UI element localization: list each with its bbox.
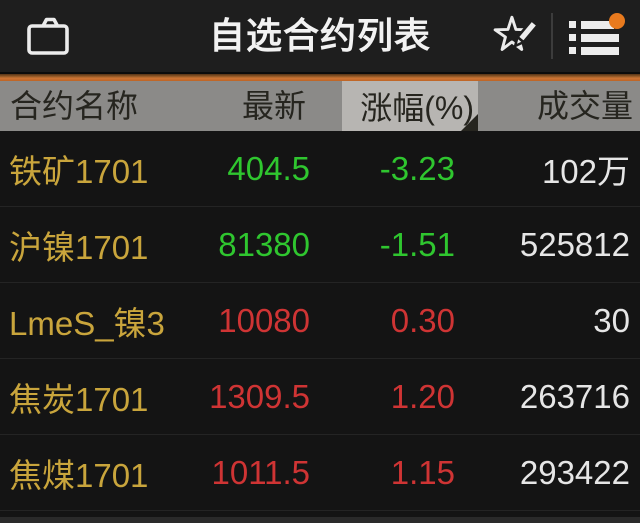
contract-name: 沪镍1701: [9, 228, 149, 266]
volume: 263716: [519, 377, 630, 415]
volume: 293422: [519, 453, 630, 491]
table-row[interactable]: 沪镍1701 81380 -1.51 525812: [0, 207, 640, 283]
accent-divider: [0, 74, 640, 81]
contract-name: 焦炭1701: [9, 380, 149, 418]
change-percent: 0.30: [390, 301, 455, 339]
icon-divider: [551, 13, 553, 59]
column-header-change[interactable]: 涨幅(%): [342, 81, 478, 131]
folder-icon: [24, 14, 72, 58]
last-price: 1011.5: [211, 453, 310, 491]
top-bar: 自选合约列表: [0, 0, 640, 74]
table-row[interactable]: LmeS_镍3 10080 0.30 30: [0, 283, 640, 359]
column-header-last[interactable]: 最新: [241, 88, 306, 124]
change-percent: 1.20: [390, 377, 455, 415]
star-pencil-icon: [490, 12, 538, 60]
volume: 102万: [541, 152, 630, 190]
last-price: 10080: [218, 301, 310, 339]
orange-notification-dot: [609, 13, 625, 29]
page-title: 自选合约列表: [208, 15, 431, 56]
folder-button[interactable]: [24, 13, 72, 59]
column-header-change-label: 涨幅(%): [360, 90, 474, 126]
table-row[interactable]: 铁矿1701 404.5 -3.23 102万: [0, 131, 640, 207]
menu-button[interactable]: [566, 12, 626, 60]
last-price: 1309.5: [209, 377, 310, 415]
edit-watchlist-button[interactable]: [490, 12, 538, 60]
change-percent: -1.51: [379, 225, 455, 263]
table-row[interactable]: 焦炭1701 1309.5 1.20 263716: [0, 359, 640, 435]
volume: 525812: [519, 225, 630, 263]
change-percent: -3.23: [379, 149, 455, 187]
column-header-volume[interactable]: 成交量: [536, 88, 633, 124]
table-column-header: 合约名称 最新 涨幅(%) 成交量: [0, 81, 640, 131]
volume: 30: [593, 301, 630, 339]
table-row[interactable]: 焦煤1701 1011.5 1.15 293422: [0, 435, 640, 511]
table-body: 铁矿1701 404.5 -3.23 102万 沪镍1701 81380 -1.…: [0, 131, 640, 511]
sort-indicator-icon: [461, 114, 478, 131]
last-price: 404.5: [227, 149, 310, 187]
change-percent: 1.15: [390, 453, 455, 491]
list-menu-icon: [566, 12, 626, 60]
contract-name: 铁矿1701: [9, 152, 149, 190]
bottom-edge-divider: [0, 517, 640, 523]
contract-name: 焦煤1701: [9, 456, 149, 494]
topbar-actions: [490, 0, 626, 72]
contract-name: LmeS_镍3: [9, 304, 165, 342]
last-price: 81380: [218, 225, 310, 263]
column-header-name[interactable]: 合约名称: [10, 88, 139, 124]
